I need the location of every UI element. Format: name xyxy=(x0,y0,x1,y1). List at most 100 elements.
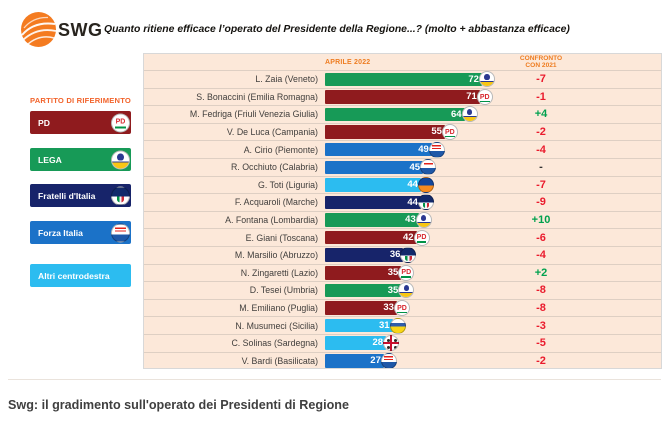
approval-value: 71 xyxy=(466,91,477,103)
approval-bar: 27 xyxy=(325,352,397,368)
approval-value: 44 xyxy=(407,196,418,208)
compare-column-header: CONFRONTO CON 2021 xyxy=(519,54,563,69)
table-row: C. Solinas (Sardegna) 28 -5 xyxy=(144,333,661,352)
approval-value: 28 xyxy=(372,337,384,349)
lega-party-logo-icon xyxy=(478,71,495,88)
approval-value: 33 xyxy=(383,302,394,314)
legend-item-fdi: Fratelli d'Italia xyxy=(30,184,131,207)
db-party-logo-icon xyxy=(389,317,406,334)
lega-party-logo-icon xyxy=(415,212,432,229)
president-label: S. Bonaccini (Emilia Romagna) xyxy=(196,91,318,102)
approval-value: 36 xyxy=(389,249,401,261)
approval-value: 42 xyxy=(402,231,414,243)
table-row: D. Tesei (Umbria) 35 -8 xyxy=(144,281,661,299)
bar-cell: 28 xyxy=(322,335,485,352)
president-label: D. Tesei (Umbria) xyxy=(249,285,318,296)
president-label: M. Marsilio (Abruzzo) xyxy=(234,250,318,261)
table-row: G. Toti (Liguria) 44 -7 xyxy=(144,175,661,194)
approval-table: APRILE 2022 CONFRONTO CON 2021 L. Zaia (… xyxy=(143,53,662,369)
approval-bar: 43 xyxy=(325,212,432,229)
table-row: N. Zingaretti (Lazio) 35 +2 xyxy=(144,263,661,282)
pd-party-logo-icon xyxy=(413,229,430,246)
legend-item-pd: PD xyxy=(30,111,131,134)
bar-cell: 36 xyxy=(322,247,485,264)
delta-value: -9 xyxy=(536,196,546,209)
president-label: V. Bardi (Basilicata) xyxy=(241,355,318,366)
bar-cell: 45 xyxy=(322,159,485,176)
delta-value: -2 xyxy=(536,354,546,367)
approval-value: 27 xyxy=(370,355,381,367)
delta-value: -1 xyxy=(536,90,546,103)
legend-title: PARTITO DI RIFERIMENTO xyxy=(30,96,132,105)
approval-bar: 49 xyxy=(325,141,445,158)
president-label: E. Giani (Toscana) xyxy=(245,232,318,243)
value-column-header: APRILE 2022 xyxy=(325,58,371,66)
delta-value: -2 xyxy=(536,126,546,139)
pd-party-logo-icon xyxy=(441,124,458,141)
bar-cell: 55 xyxy=(322,124,485,141)
table-row: M. Marsilio (Abruzzo) 36 -4 xyxy=(144,245,661,264)
page-title: Quanto ritiene efficace l’operato del Pr… xyxy=(104,24,570,35)
approval-value: 45 xyxy=(409,161,421,173)
approval-value: 49 xyxy=(418,143,429,155)
approval-value: 35 xyxy=(387,284,399,296)
president-label: L. Zaia (Veneto) xyxy=(255,74,318,85)
approval-bar: 42 xyxy=(325,229,430,246)
approval-bar: 44 xyxy=(325,194,434,211)
table-row: S. Bonaccini (Emilia Romagna) 71 -1 xyxy=(144,87,661,106)
bar-cell: 72 xyxy=(322,71,495,88)
president-label: A. Fontana (Lombardia) xyxy=(225,215,318,226)
table-row: N. Musumeci (Sicilia) 31 -3 xyxy=(144,316,661,334)
table-row: L. Zaia (Veneto) 72 -7 xyxy=(144,70,661,88)
pd-party-logo-icon xyxy=(111,113,130,132)
president-label: N. Zingaretti (Lazio) xyxy=(240,267,318,278)
fdi-party-logo-icon xyxy=(111,186,130,205)
bar-cell: 43 xyxy=(322,212,485,229)
lega-party-logo-icon xyxy=(398,282,415,299)
delta-value: -4 xyxy=(536,249,546,262)
legend-item-label: PD xyxy=(38,117,50,128)
bottom-caption: Swg: il gradimento sull'operato dei Pres… xyxy=(8,398,349,412)
bar-cell: 35 xyxy=(322,282,485,299)
approval-value: 31 xyxy=(379,319,390,331)
legend-item-fi: Forza Italia xyxy=(30,221,131,244)
table-header-row: APRILE 2022 CONFRONTO CON 2021 xyxy=(144,54,661,70)
table-row: M. Fedriga (Friuli Venezia Giulia) 64 +4 xyxy=(144,105,661,123)
approval-bar: 44 xyxy=(325,176,434,193)
bar-cell: 42 xyxy=(322,229,485,246)
pd-party-logo-icon xyxy=(398,264,415,281)
table-body: L. Zaia (Veneto) 72 -7 S. Bonaccini (Emilia… xyxy=(144,70,661,368)
approval-bar: 64 xyxy=(325,106,478,123)
swg-logo-icon xyxy=(21,12,57,47)
president-label: V. De Luca (Campania) xyxy=(226,127,318,138)
fi-party-logo-icon xyxy=(420,159,437,176)
president-label: F. Acquaroli (Marche) xyxy=(234,197,318,208)
president-label: N. Musumeci (Sicilia) xyxy=(235,320,318,331)
table-row: F. Acquaroli (Marche) 44 -9 xyxy=(144,193,661,211)
legend-item-label: LEGA xyxy=(38,154,62,165)
divider xyxy=(8,379,661,380)
approval-bar: 35 xyxy=(325,264,415,281)
president-label: G. Toti (Liguria) xyxy=(258,179,318,190)
delta-value: -6 xyxy=(536,231,546,244)
fdi-party-logo-icon xyxy=(417,194,434,211)
bar-cell: 35 xyxy=(322,264,485,282)
delta-value: -7 xyxy=(536,73,546,86)
approval-value: 64 xyxy=(450,108,462,120)
table-row: E. Giani (Toscana) 42 -6 xyxy=(144,228,661,246)
table-row: V. Bardi (Basilicata) 27 -2 xyxy=(144,351,661,368)
delta-value: - xyxy=(539,161,543,174)
approval-value: 43 xyxy=(405,214,416,226)
bar-cell: 64 xyxy=(322,106,485,123)
bar-cell: 27 xyxy=(322,352,485,368)
approval-bar: 35 xyxy=(325,282,415,299)
pd-party-logo-icon xyxy=(393,300,410,317)
lega-party-logo-icon xyxy=(461,106,478,123)
approval-value: 35 xyxy=(387,267,399,279)
cambiamo-party-logo-icon xyxy=(417,176,434,193)
delta-value: -8 xyxy=(536,284,546,297)
table-row: A. Cirio (Piemonte) 49 -4 xyxy=(144,140,661,158)
fi-party-logo-icon xyxy=(428,141,445,158)
table-row: M. Emiliano (Puglia) 33 -8 xyxy=(144,298,661,317)
table-row: R. Occhiuto (Calabria) 45 - xyxy=(144,157,661,176)
